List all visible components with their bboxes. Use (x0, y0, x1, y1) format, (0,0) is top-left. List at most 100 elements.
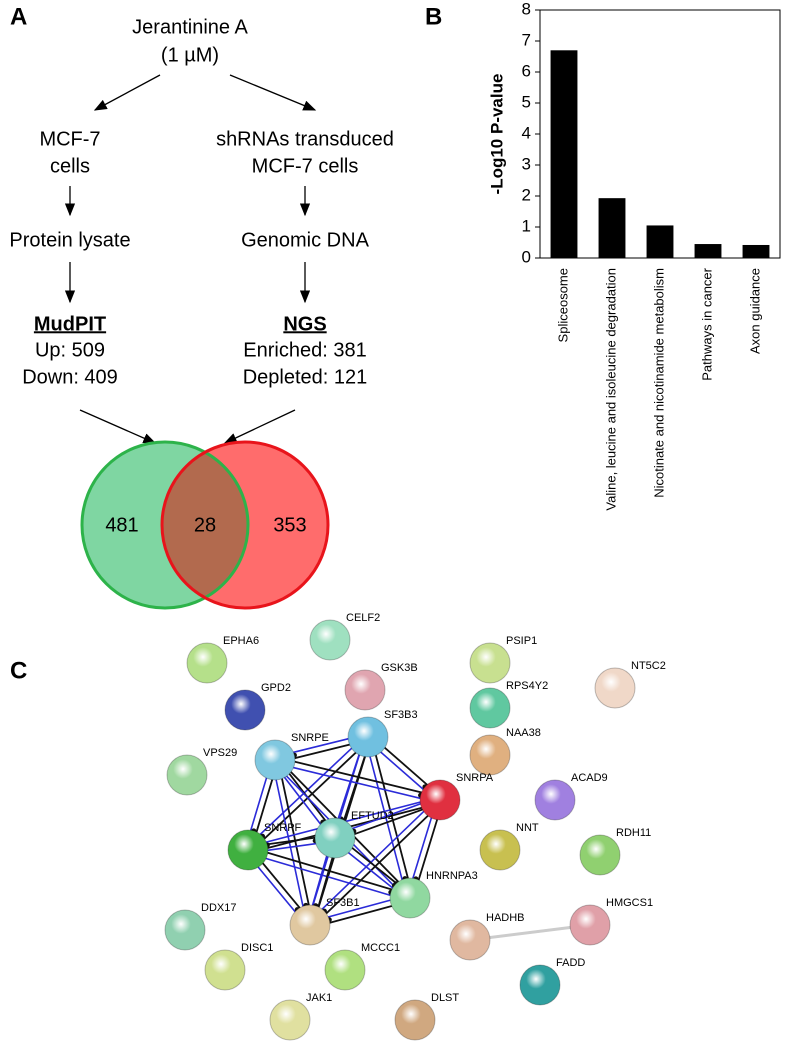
node (347, 716, 389, 758)
node (166, 754, 208, 796)
node-label: CELF2 (346, 612, 380, 624)
node-label: SNRPA (456, 772, 494, 784)
method: MudPIT (34, 313, 106, 335)
result: Up: 509 (35, 339, 105, 361)
node (204, 949, 246, 991)
node-label: DLST (431, 992, 459, 1004)
node-label: RDH11 (616, 827, 651, 839)
y-tick-label: 2 (522, 185, 531, 204)
node-label: HNRNPA3 (426, 870, 478, 882)
node (269, 999, 311, 1041)
node-label: SNRPF (264, 822, 302, 834)
node (324, 949, 366, 991)
node (479, 829, 521, 871)
node-label: SF3B3 (384, 709, 418, 721)
method: NGS (283, 313, 326, 335)
edge (248, 846, 412, 896)
y-tick-label: 1 (522, 216, 531, 235)
node (519, 964, 561, 1006)
bar (598, 198, 626, 258)
treatment: (1 µM) (161, 44, 219, 66)
material: Protein lysate (9, 229, 130, 251)
edge (246, 852, 410, 902)
edge (249, 738, 371, 853)
node-label: JAK1 (306, 992, 332, 1004)
bar (742, 244, 770, 258)
arrow (79, 409, 157, 444)
sample: shRNAs transduced (216, 128, 394, 150)
edge (245, 734, 367, 849)
node (344, 669, 386, 711)
edge (469, 923, 591, 942)
edge (364, 737, 408, 899)
node-label: GSK3B (381, 662, 418, 674)
node-label: FADD (556, 957, 585, 969)
result: Down: 409 (22, 366, 118, 388)
y-tick-label: 5 (522, 92, 531, 111)
x-tick-label: Valine, leucine and isoleucine degradati… (603, 268, 618, 511)
panel-label: C (10, 657, 27, 684)
node-label: VPS29 (203, 747, 237, 759)
bar (694, 244, 722, 258)
node-label: PSIP1 (506, 635, 537, 647)
y-tick-label: 0 (522, 247, 531, 266)
x-tick-label: Nicotinate and nicotinamide metabolism (651, 268, 666, 498)
node (254, 739, 296, 781)
y-tick-label: 4 (522, 123, 531, 142)
x-tick-label: Spliceosome (555, 268, 570, 342)
venn-count: 28 (194, 514, 216, 536)
result: Enriched: 381 (243, 339, 366, 361)
edge (275, 756, 441, 798)
sample: MCF-7 (39, 128, 100, 150)
node (186, 642, 228, 684)
node (594, 667, 636, 709)
venn-count: 353 (273, 514, 306, 536)
node-label: ACAD9 (571, 772, 608, 784)
y-tick-label: 3 (522, 154, 531, 173)
treatment: Jerantinine A (132, 16, 248, 38)
x-tick-label: Pathways in cancer (699, 267, 714, 380)
venn-overlap (162, 442, 248, 608)
node (394, 999, 436, 1041)
edge (307, 797, 439, 924)
panel-label: B (425, 3, 442, 30)
node (289, 904, 331, 946)
node-label: NAA38 (506, 727, 541, 739)
node-label: NT5C2 (631, 660, 666, 672)
sample: cells (50, 155, 90, 177)
y-tick-label: 8 (522, 0, 531, 18)
node-label: EPHA6 (223, 635, 259, 647)
bar (646, 225, 674, 258)
edge (277, 759, 314, 925)
x-tick-label: Axon guidance (747, 268, 762, 354)
node (579, 834, 621, 876)
node-label: HADHB (486, 912, 525, 924)
node (164, 909, 206, 951)
node-label: NNT (516, 822, 539, 834)
bar (550, 50, 578, 258)
arrow (229, 74, 317, 111)
venn-right-outline (160, 440, 330, 610)
material: Genomic DNA (241, 229, 369, 251)
node (569, 904, 611, 946)
y-axis-label: -Log10 P-value (487, 74, 506, 195)
node-label: RPS4Y2 (506, 680, 548, 692)
venn-count: 481 (105, 514, 138, 536)
node (227, 829, 269, 871)
node (389, 877, 431, 919)
arrow (93, 74, 161, 111)
result: Depleted: 121 (243, 366, 368, 388)
edge (274, 762, 440, 804)
node-label: SNRPE (291, 732, 329, 744)
venn-left-outline (80, 440, 250, 610)
panel-label: A (10, 3, 27, 30)
edge (311, 801, 443, 928)
node (224, 689, 266, 731)
node (309, 619, 351, 661)
node (449, 919, 491, 961)
node-label: MCCC1 (361, 942, 400, 954)
node-label: DISC1 (241, 942, 273, 954)
edge (370, 736, 414, 898)
node (469, 734, 511, 776)
